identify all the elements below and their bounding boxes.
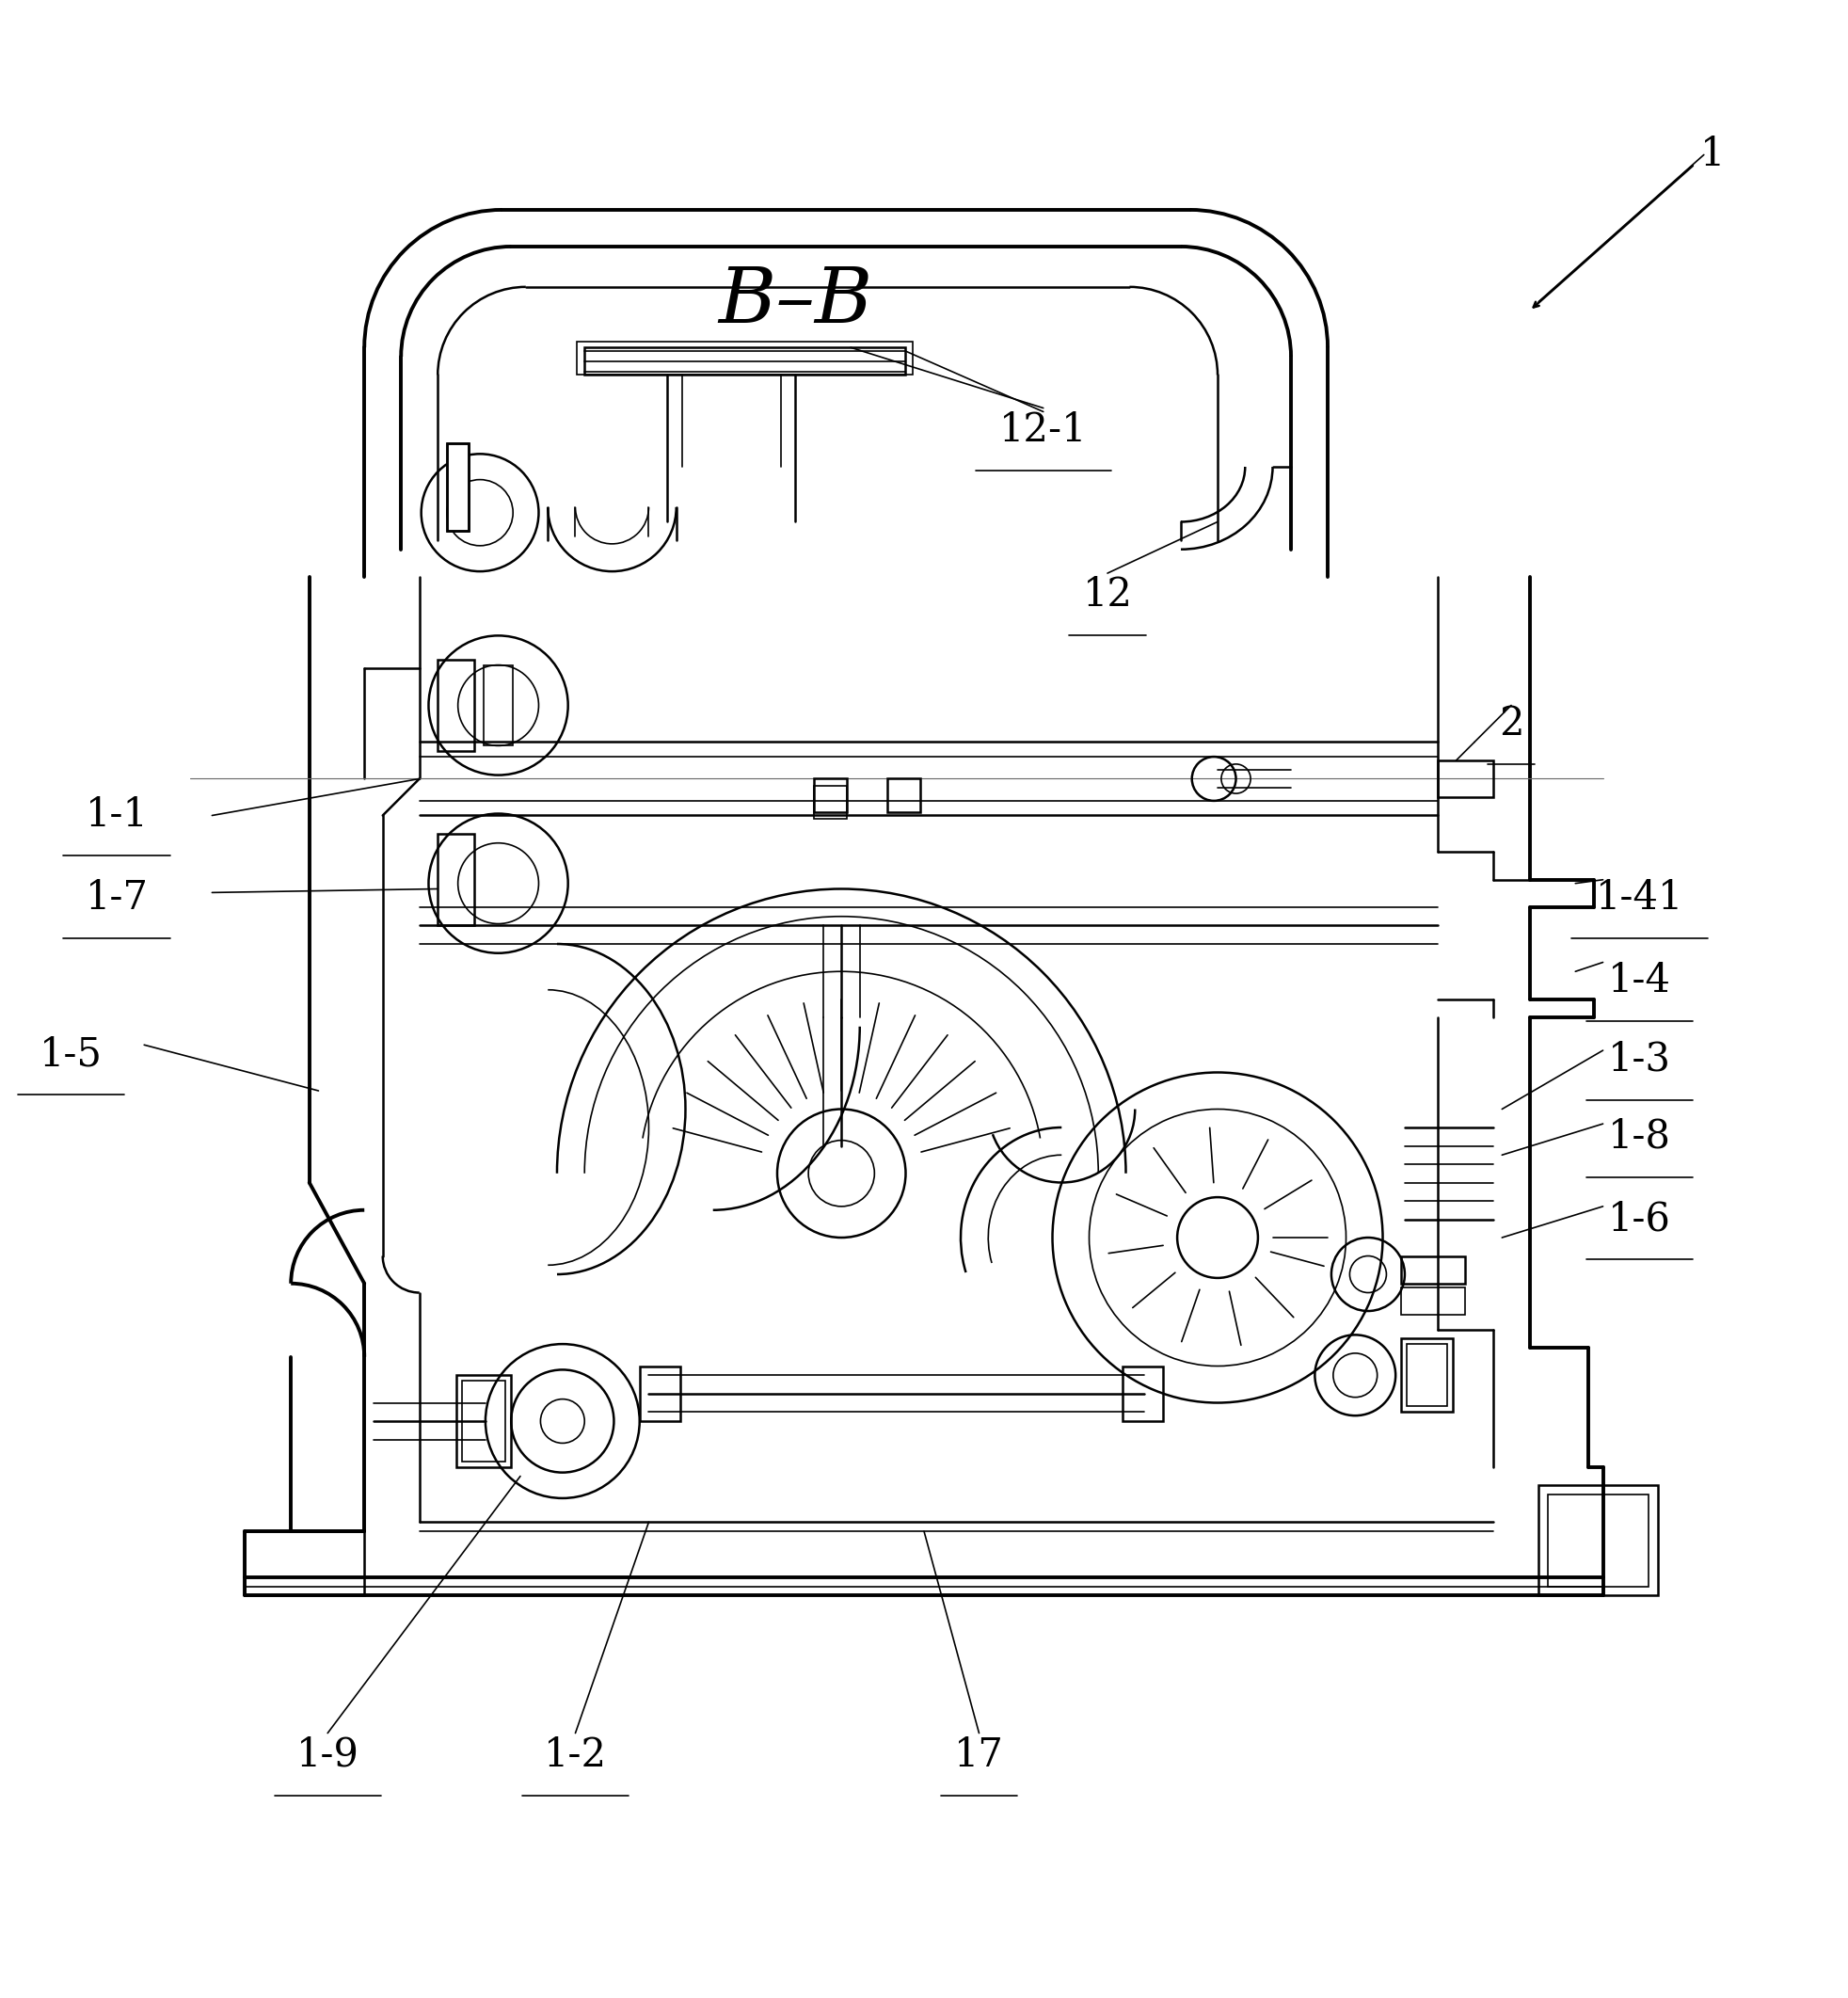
Bar [246, 1530, 364, 1596]
Text: 1-1: 1-1 [85, 795, 148, 835]
Text: 12-1: 12-1 [1000, 410, 1087, 450]
Text: 1-4: 1-4 [1608, 961, 1671, 1001]
Text: 2: 2 [1499, 703, 1525, 743]
Bar [447, 444, 469, 531]
Text: 1-8: 1-8 [1608, 1117, 1671, 1157]
Bar [1549, 1495, 1648, 1586]
Bar [584, 348, 906, 376]
Text: 1-2: 1-2 [543, 1736, 606, 1774]
Bar [1122, 1367, 1162, 1421]
Bar [1438, 761, 1493, 797]
Bar [438, 659, 475, 751]
Text: B–B: B–B [719, 264, 872, 340]
Bar [1401, 1339, 1453, 1413]
Bar [462, 1381, 506, 1461]
Bar [1401, 1287, 1465, 1315]
Bar [1539, 1485, 1658, 1596]
Text: 17: 17 [954, 1736, 1003, 1774]
Text: 1-3: 1-3 [1608, 1039, 1671, 1079]
Text: 1-9: 1-9 [296, 1736, 359, 1774]
Bar [456, 1375, 512, 1467]
Bar [1406, 1345, 1447, 1407]
Bar [484, 665, 514, 745]
Bar [813, 785, 846, 819]
Bar [813, 779, 846, 811]
Text: 1-41: 1-41 [1595, 879, 1684, 917]
Bar [1401, 1257, 1465, 1283]
Bar [639, 1367, 680, 1421]
Bar [438, 833, 475, 925]
Text: 1-7: 1-7 [85, 879, 148, 917]
Bar [447, 444, 469, 531]
Text: 12: 12 [1083, 575, 1133, 615]
Text: 1: 1 [1700, 136, 1726, 174]
Bar [577, 342, 913, 376]
Bar [887, 779, 920, 811]
Text: 1-5: 1-5 [39, 1035, 102, 1073]
Text: 1-6: 1-6 [1608, 1199, 1671, 1239]
